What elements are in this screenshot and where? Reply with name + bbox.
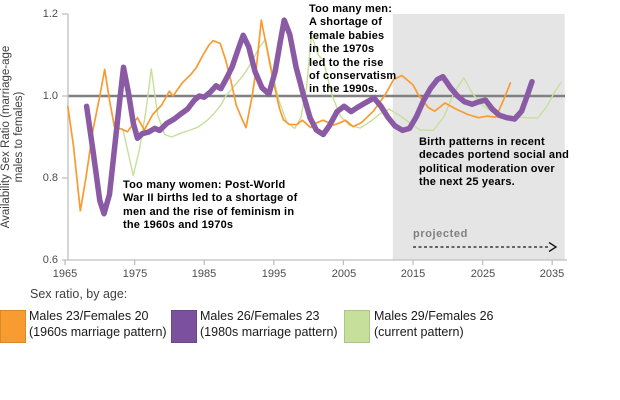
projected-label: projected xyxy=(413,228,468,240)
legend-swatch-1980s-pattern xyxy=(171,310,197,343)
legend-label-1960s-pattern: Males 23/Females 20 (1960s marriage patt… xyxy=(29,309,167,339)
x-tick-2005: 2005 xyxy=(331,268,357,280)
y-tick-0.8: 0.8 xyxy=(42,172,58,184)
projected-arrow-head xyxy=(548,241,558,253)
y-tick-1.0: 1.0 xyxy=(42,90,58,102)
legend-swatch-1960s-pattern xyxy=(0,310,26,343)
y-axis-title: Availability Sex Ratio (marriage-age mal… xyxy=(0,45,25,229)
x-tick-1985: 1985 xyxy=(191,268,217,280)
x-tick-2015: 2015 xyxy=(400,268,426,280)
projected-region-shading xyxy=(392,14,565,260)
x-tick-1995: 1995 xyxy=(261,268,287,280)
x-tick-1975: 1975 xyxy=(122,268,148,280)
series-line-1 xyxy=(83,17,535,217)
annotation-birth-patterns: Birth patterns in recent decades portend… xyxy=(419,136,570,189)
legend-label-current-pattern: Males 29/Females 26 (current pattern) xyxy=(374,309,494,339)
series-line-0 xyxy=(66,19,512,212)
legend-heading: Sex ratio, by age: xyxy=(30,287,128,301)
annotation-too-many-women: Too many women: Post-World War II births… xyxy=(123,179,298,232)
legend-label-1980s-pattern: Males 26/Females 23 (1980s marriage patt… xyxy=(200,309,338,339)
x-tick-2035: 2035 xyxy=(539,268,565,280)
x-tick-1965: 1965 xyxy=(52,268,78,280)
y-tick-1.2: 1.2 xyxy=(42,8,58,20)
series-line-2 xyxy=(122,34,562,177)
y-tick-0.6: 0.6 xyxy=(42,254,58,266)
annotation-too-many-men: Too many men: A shortage of female babie… xyxy=(309,3,397,96)
x-tick-2025: 2025 xyxy=(470,268,496,280)
legend-swatch-current-pattern xyxy=(344,310,370,343)
